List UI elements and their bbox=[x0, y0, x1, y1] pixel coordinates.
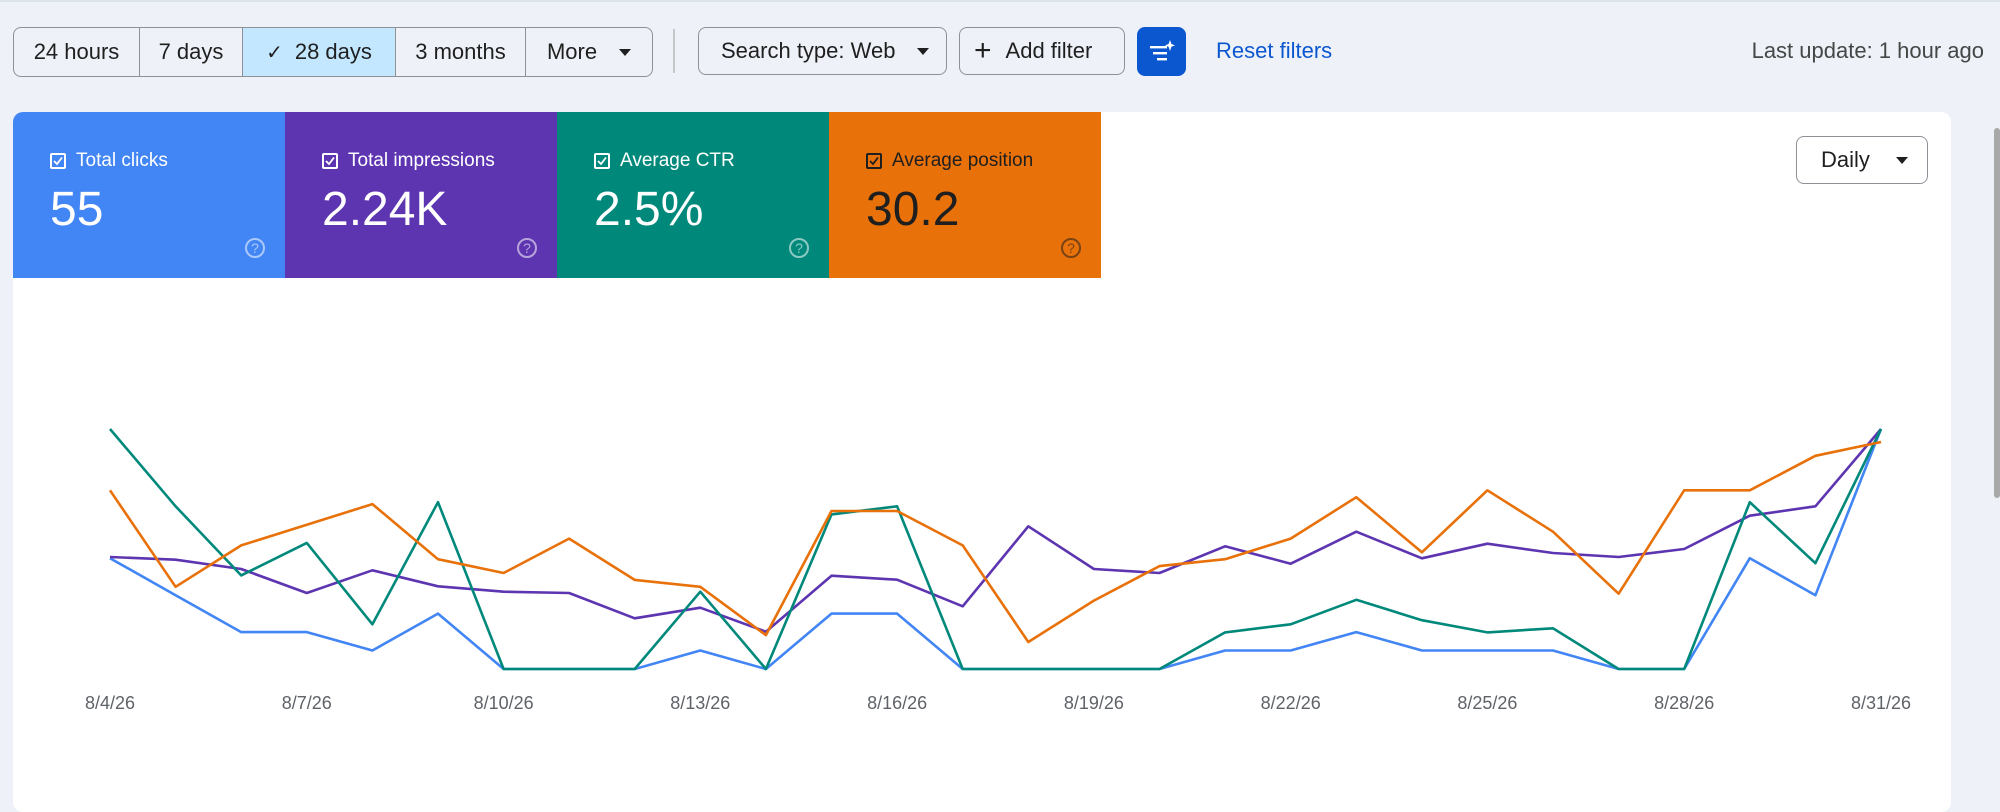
metric-value: 2.24K bbox=[322, 183, 448, 236]
metric-label: Total impressions bbox=[348, 150, 495, 171]
x-tick-label: 8/16/26 bbox=[867, 693, 927, 713]
metric-value: 55 bbox=[50, 183, 104, 236]
series-line-average-position bbox=[108, 440, 1882, 644]
range-24-hours[interactable]: 24 hours bbox=[14, 28, 140, 76]
x-tick-label: 8/28/26 bbox=[1654, 693, 1714, 713]
search-type-label: Search type: Web bbox=[721, 38, 896, 63]
x-tick-label: 8/10/26 bbox=[474, 693, 534, 713]
help-icon[interactable]: ? bbox=[517, 238, 537, 258]
performance-chart: 8/4/26 8/7/26 8/10/26 8/13/26 8/16/26 8/19/26… bbox=[85, 428, 1911, 713]
top-divider bbox=[0, 0, 2000, 2]
x-tick-label: 8/7/26 bbox=[282, 693, 332, 713]
toolbar-separator bbox=[673, 29, 675, 73]
granularity-label: Daily bbox=[1821, 147, 1870, 172]
x-tick-label: 8/22/26 bbox=[1261, 693, 1321, 713]
checkbox-icon[interactable] bbox=[50, 153, 66, 169]
series-line-average-ctr bbox=[109, 428, 1883, 671]
range-label: 3 months bbox=[415, 39, 506, 64]
ai-filter-button[interactable] bbox=[1137, 27, 1186, 76]
total-impressions-tile[interactable]: Total impressions 2.24K? bbox=[285, 112, 557, 278]
total-clicks-tile[interactable]: Total clicks 55? bbox=[13, 112, 285, 278]
help-icon[interactable]: ? bbox=[789, 238, 809, 258]
metric-label-row: Total clicks bbox=[50, 150, 168, 172]
help-icon[interactable]: ? bbox=[245, 238, 265, 258]
plus-icon: + bbox=[974, 34, 992, 67]
chevron-down-icon bbox=[917, 47, 930, 55]
chevron-down-icon bbox=[1895, 156, 1908, 164]
search-type-filter[interactable]: Search type: Web bbox=[698, 27, 947, 75]
average-position-tile[interactable]: Average position 30.2? bbox=[829, 112, 1101, 278]
x-tick-label: 8/13/26 bbox=[670, 693, 730, 713]
reset-filters-link[interactable]: Reset filters bbox=[1216, 38, 1333, 63]
checkbox-icon[interactable] bbox=[866, 153, 882, 169]
range-3-months[interactable]: 3 months bbox=[396, 28, 526, 76]
add-filter-label: Add filter bbox=[1005, 38, 1093, 63]
metric-label-row: Average CTR bbox=[594, 150, 735, 172]
performance-card: Total clicks 55? Total impressions 2.24K? Av… bbox=[13, 112, 1951, 812]
more-label: More bbox=[546, 39, 598, 64]
x-tick-label: 8/31/26 bbox=[1851, 693, 1911, 713]
series-line-total-clicks bbox=[109, 428, 1883, 671]
metric-value: 2.5% bbox=[594, 183, 704, 236]
sparkle-filter-icon bbox=[1149, 39, 1175, 60]
average-ctr-tile[interactable]: Average CTR 2.5%? bbox=[557, 112, 829, 278]
metric-label: Average position bbox=[892, 150, 1034, 171]
checkbox-icon[interactable] bbox=[594, 153, 610, 169]
range-7-days[interactable]: 7 days bbox=[140, 28, 243, 76]
granularity-dropdown[interactable]: Daily bbox=[1796, 136, 1928, 184]
chevron-down-icon bbox=[619, 48, 632, 56]
date-range-selector: 24 hours 7 days ✓ 28 days 3 months More bbox=[13, 27, 653, 77]
x-tick-label: 8/25/26 bbox=[1457, 693, 1517, 713]
help-icon[interactable]: ? bbox=[1061, 238, 1081, 258]
check-icon: ✓ bbox=[266, 41, 283, 64]
metric-value: 30.2 bbox=[866, 183, 960, 236]
add-filter-button[interactable]: + Add filter bbox=[959, 27, 1125, 75]
page-scrollbar[interactable] bbox=[1994, 128, 2000, 498]
range-label: 7 days bbox=[158, 39, 224, 64]
range-28-days[interactable]: ✓ 28 days bbox=[243, 28, 396, 76]
last-update-text: Last update: 1 hour ago bbox=[1751, 38, 1984, 63]
series-line-total-impressions bbox=[109, 428, 1882, 633]
checkbox-icon[interactable] bbox=[322, 153, 338, 169]
metric-label: Total clicks bbox=[76, 150, 168, 171]
x-tick-label: 8/19/26 bbox=[1064, 693, 1124, 713]
range-label: 28 days bbox=[294, 39, 372, 64]
more-dropdown[interactable]: More bbox=[526, 28, 652, 76]
metric-label: Average CTR bbox=[620, 150, 735, 171]
metric-label-row: Total impressions bbox=[322, 150, 495, 172]
metric-label-row: Average position bbox=[866, 150, 1033, 172]
range-label: 24 hours bbox=[33, 39, 120, 64]
x-tick-label: 8/4/26 bbox=[85, 693, 135, 713]
